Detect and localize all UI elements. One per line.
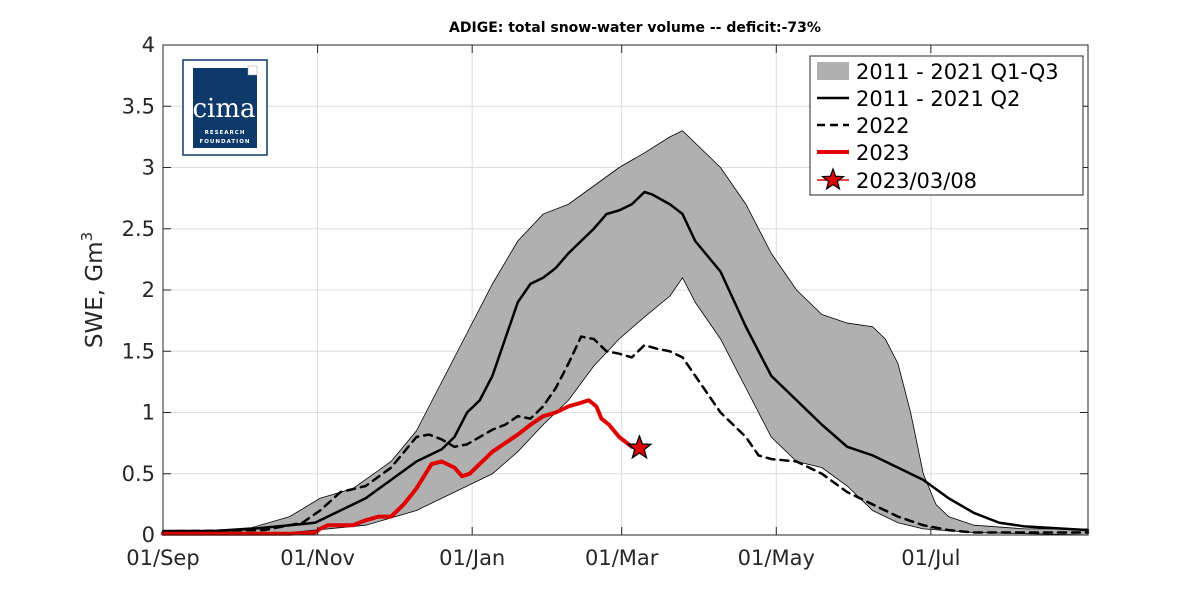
logo-box	[193, 68, 257, 148]
x-tick-label: 01/Mar	[585, 546, 659, 570]
cima-logo: cima RESEARCH FOUNDATION	[182, 59, 268, 156]
x-tick-label: 01/Sep	[126, 546, 199, 570]
logo-line2: FOUNDATION	[200, 139, 251, 145]
legend-label-band: 2011 - 2021 Q1-Q3	[856, 60, 1059, 84]
y-axis-label: SWE, Gm3	[78, 232, 108, 348]
axes: 0 0.5 1 1.5 2 2.5 3 3.5 4 01/Sep 01/Nov 01/Jan 01/Ma…	[122, 33, 1089, 570]
legend-label-2023: 2023	[856, 141, 909, 165]
y-tick-label: 0	[142, 523, 155, 547]
legend-label-marker: 2023/03/08	[856, 169, 977, 193]
legend-label-q2: 2011 - 2021 Q2	[856, 87, 1020, 111]
legend-item-2023: 2023	[817, 141, 909, 165]
legend-swatch-band	[817, 62, 849, 80]
legend: 2011 - 2021 Q1-Q3 2011 - 2021 Q2 2022 20…	[809, 55, 1084, 196]
y-tick-label: 2	[142, 278, 155, 302]
series-lines	[161, 190, 1090, 536]
y-tick-label: 3.5	[122, 94, 155, 118]
x-tick-label: 01/Jul	[901, 546, 960, 570]
series-line-2023	[161, 398, 634, 536]
logo-name: cima	[192, 94, 255, 124]
y-tick-label: 4	[142, 33, 155, 57]
x-tick-label: 01/Nov	[280, 546, 355, 570]
axes-frame	[162, 44, 1089, 536]
legend-item-2022: 2022	[817, 114, 909, 138]
y-tick-label: 2.5	[122, 217, 155, 241]
chart-title: ADIGE: total snow-water volume -- defici…	[449, 20, 821, 36]
legend-item-marker: 2023/03/08	[817, 167, 977, 193]
legend-label-2022: 2022	[856, 114, 909, 138]
logo-line1: RESEARCH	[205, 130, 246, 136]
y-tick-label: 0.5	[122, 462, 155, 486]
series-line-q2	[161, 190, 1090, 533]
legend-item-band: 2011 - 2021 Q1-Q3	[817, 60, 1059, 84]
y-tick-label: 1.5	[122, 339, 155, 363]
legend-item-q2: 2011 - 2021 Q2	[817, 87, 1020, 111]
quartile-band	[162, 130, 1089, 536]
series-line-2022	[161, 335, 1090, 534]
y-tick-label: 1	[142, 401, 155, 425]
band-q1-q3	[162, 130, 1089, 536]
y-tick-label: 3	[142, 156, 155, 180]
legend-star-icon	[820, 167, 846, 191]
x-tick-label: 01/May	[738, 546, 815, 570]
x-tick-label: 01/Jan	[439, 546, 505, 570]
marker-star-2023-03-08	[626, 434, 653, 460]
